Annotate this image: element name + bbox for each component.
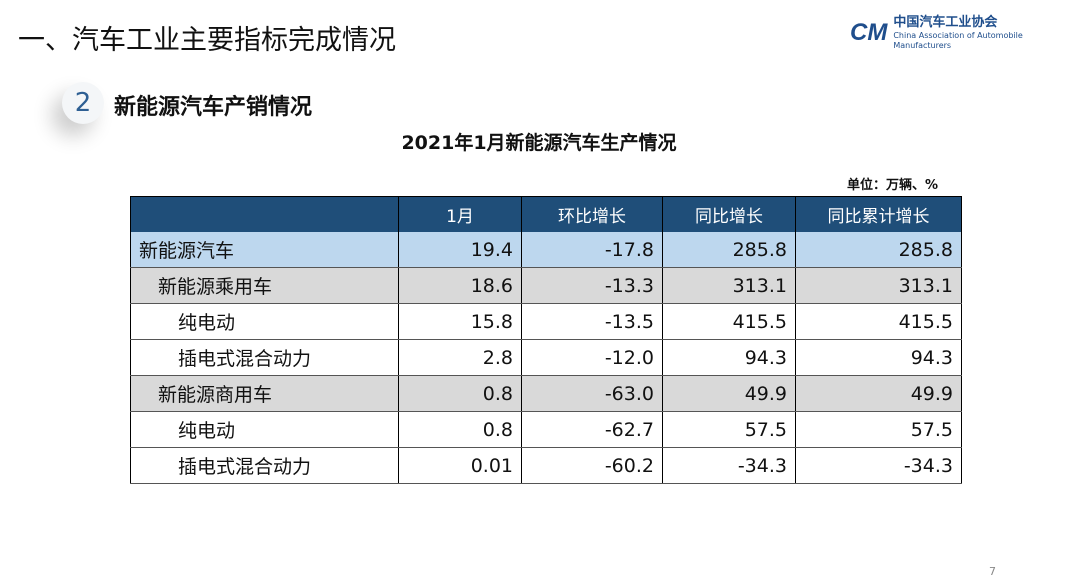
cell-value: -62.7 xyxy=(521,411,663,448)
cell-value: 0.8 xyxy=(398,375,522,412)
cell-value: -60.2 xyxy=(521,447,663,484)
cell-value: 94.3 xyxy=(662,339,796,376)
row-label: 插电式混合动力 xyxy=(130,447,399,484)
caam-logo-mark-icon: CM xyxy=(850,18,888,46)
cell-value: -12.0 xyxy=(521,339,663,376)
cell-value: 57.5 xyxy=(662,411,796,448)
cell-value: 313.1 xyxy=(795,267,962,304)
cell-value: 313.1 xyxy=(662,267,796,304)
column-header: 环比增长 xyxy=(521,196,663,232)
logo-chinese-name: 中国汽车工业协会 xyxy=(893,15,998,30)
caam-logo: CM 中国汽车工业协会 China Association of Automob… xyxy=(850,14,1063,51)
cell-value: 285.8 xyxy=(795,232,962,268)
logo-english-name: China Association of Automobile Manufact… xyxy=(893,31,1023,50)
row-label: 新能源乘用车 xyxy=(130,267,399,304)
cell-value: -34.3 xyxy=(662,447,796,484)
table-row: 新能源商用车 0.8 -63.0 49.9 49.9 xyxy=(130,375,962,412)
section-title: 新能源汽车产销情况 xyxy=(114,95,313,120)
row-label: 纯电动 xyxy=(130,303,399,340)
cell-value: 19.4 xyxy=(398,232,522,268)
column-header: 1月 xyxy=(398,196,522,232)
cell-value: 415.5 xyxy=(662,303,796,340)
cell-value: 0.01 xyxy=(398,447,522,484)
cell-value: 49.9 xyxy=(795,375,962,412)
table-row: 纯电动 0.8 -62.7 57.5 57.5 xyxy=(130,411,962,448)
table-row: 新能源汽车 19.4 -17.8 285.8 285.8 xyxy=(130,232,962,268)
table-row: 插电式混合动力 2.8 -12.0 94.3 94.3 xyxy=(130,339,962,376)
cell-value: 94.3 xyxy=(795,339,962,376)
production-table: 1月 环比增长 同比增长 同比累计增长 新能源汽车 19.4 -17.8 285.8 285.… xyxy=(130,196,962,484)
column-header: 同比增长 xyxy=(662,196,796,232)
cell-value: 415.5 xyxy=(795,303,962,340)
cell-value: -34.3 xyxy=(795,447,962,484)
cell-value: 57.5 xyxy=(795,411,962,448)
cell-value: 2.8 xyxy=(398,339,522,376)
page-number: 7 xyxy=(989,565,996,578)
cell-value: -17.8 xyxy=(521,232,663,268)
column-header: 同比累计增长 xyxy=(795,196,962,232)
table-title: 2021年1月新能源汽车生产情况 xyxy=(401,132,677,154)
section-number-badge: 2 xyxy=(62,82,104,124)
row-label: 新能源商用车 xyxy=(130,375,399,412)
cell-value: 0.8 xyxy=(398,411,522,448)
row-label: 纯电动 xyxy=(130,411,399,448)
row-label: 新能源汽车 xyxy=(130,232,399,268)
cell-value: 15.8 xyxy=(398,303,522,340)
row-label: 插电式混合动力 xyxy=(130,339,399,376)
cell-value: -13.3 xyxy=(521,267,663,304)
table-row: 新能源乘用车 18.6 -13.3 313.1 313.1 xyxy=(130,267,962,304)
cell-value: 18.6 xyxy=(398,267,522,304)
cell-value: -13.5 xyxy=(521,303,663,340)
table-row: 纯电动 15.8 -13.5 415.5 415.5 xyxy=(130,303,962,340)
unit-label: 单位：万辆、% xyxy=(846,178,938,193)
slide-title: 一、汽车工业主要指标完成情况 xyxy=(18,25,396,56)
cell-value: 49.9 xyxy=(662,375,796,412)
cell-value: -63.0 xyxy=(521,375,663,412)
cell-value: 285.8 xyxy=(662,232,796,268)
table-row: 插电式混合动力 0.01 -60.2 -34.3 -34.3 xyxy=(130,447,962,484)
column-header xyxy=(130,196,399,232)
